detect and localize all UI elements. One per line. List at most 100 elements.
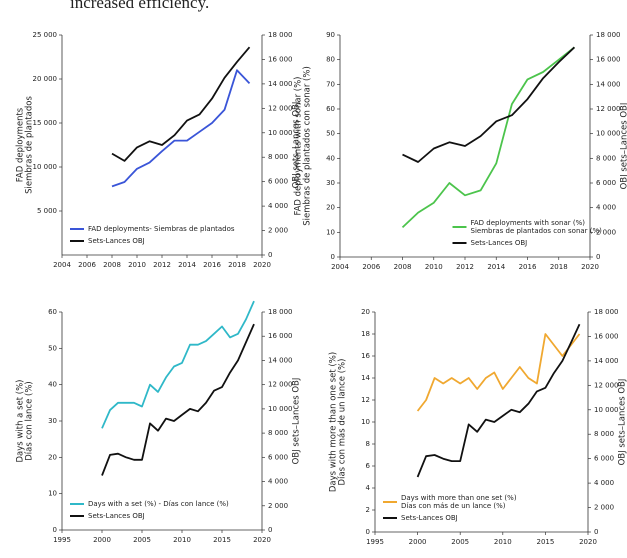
legend-label: Sets-Lances OBJ [401,514,458,522]
y-axis-title: FAD deploymentsSiembras de plantados [15,96,34,194]
y-tick-label: 10 [326,228,335,236]
x-tick-label: 2012 [456,263,474,271]
legend-label: Sets-Lances OBJ [88,237,145,245]
y2-tick-label: 10 000 [268,405,293,413]
x-tick-label: 2020 [581,263,599,271]
legend-label: FAD deployments- Siembras de plantados [88,225,235,233]
series-line [402,46,576,163]
y-tick-label: 70 [326,80,335,88]
y-tick-label: 40 [48,381,57,389]
y2-tick-label: 0 [268,251,272,259]
y2-tick-label: 4 000 [268,202,288,210]
y-tick-label: 6 [366,462,371,470]
x-tick-label: 2018 [228,261,246,269]
x-tick-label: 2016 [519,263,537,271]
y2-axis-title: OBJ sets–Lances OBJ [620,103,627,190]
y-tick-label: 18 [361,330,370,338]
y2-tick-label: 2 000 [268,502,288,510]
header-text: increased efficiency. [70,0,209,12]
y2-axis-title: OBJ sets–Lances OBJ [292,378,302,465]
y2-tick-label: 8 000 [268,153,288,161]
x-tick-label: 2020 [253,536,271,544]
x-tick-label: 2016 [203,261,221,269]
y2-tick-label: 16 000 [596,56,621,64]
x-tick-label: 2010 [173,536,191,544]
y2-tick-label: 18 000 [596,31,621,39]
y2-tick-label: 6 000 [596,179,616,187]
series-line [111,46,251,162]
x-tick-label: 2005 [451,538,469,546]
y2-tick-label: 10 000 [268,129,293,137]
x-tick-label: 1995 [366,538,384,546]
y2-tick-label: 6 000 [268,453,288,461]
y2-tick-label: 12 000 [594,381,619,389]
y-tick-label: 25 000 [33,31,58,39]
y-tick-label: 50 [48,344,57,352]
x-tick-label: 2012 [153,261,171,269]
y2-axis-title: OBJ sets–Lances OBJ [618,379,627,466]
y2-tick-label: 18 000 [594,308,619,316]
x-tick-label: 2020 [579,538,597,546]
y-tick-label: 10 [361,418,370,426]
y2-tick-label: 14 000 [268,356,293,364]
y2-tick-label: 16 000 [594,332,619,340]
y2-tick-label: 14 000 [268,80,293,88]
y2-tick-label: 12 000 [268,104,293,112]
x-tick-label: 2014 [178,261,196,269]
y-tick-label: 12 [361,396,370,404]
x-tick-label: 2000 [93,536,111,544]
y2-tick-label: 8 000 [268,429,288,437]
y-tick-label: 4 [366,484,371,492]
y2-tick-label: 2 000 [596,228,616,236]
y2-tick-label: 4 000 [594,479,614,487]
y2-tick-label: 8 000 [596,154,616,162]
x-tick-label: 2008 [103,261,121,269]
x-tick-label: 2015 [213,536,231,544]
x-tick-label: 2004 [331,263,349,271]
x-tick-label: 2006 [78,261,96,269]
y2-tick-label: 10 000 [596,130,621,138]
y-tick-label: 15 000 [33,119,58,127]
x-tick-label: 2015 [536,538,554,546]
y2-tick-label: 4 000 [268,478,288,486]
y2-tick-label: 0 [268,526,272,534]
y-tick-label: 90 [326,31,335,39]
y2-tick-label: 4 000 [596,204,616,212]
y-tick-label: 40 [326,154,335,162]
y-tick-label: 8 [366,440,370,448]
y2-tick-label: 12 000 [268,381,293,389]
y-tick-label: 0 [53,526,57,534]
y-tick-label: 30 [326,179,335,187]
legend-label: Days with more than one set (%) Días con … [401,494,517,510]
x-tick-label: 1995 [53,536,71,544]
legend-label: Sets-Lances OBJ [88,512,145,520]
y2-tick-label: 2 000 [268,227,288,235]
series-line [111,69,251,188]
series-line [416,333,581,412]
y-tick-label: 60 [326,105,335,113]
x-tick-label: 2010 [494,538,512,546]
legend-label: Sets-Lances OBJ [471,239,528,247]
y2-tick-label: 0 [596,253,600,261]
x-tick-label: 2004 [53,261,71,269]
y-tick-label: 10 [48,490,57,498]
series-line [401,46,575,229]
series-line [101,300,255,429]
y2-tick-label: 16 000 [268,55,293,63]
y2-tick-label: 10 000 [594,406,619,414]
y-axis-title: FAD deployments with sonar (%)Siembras d… [293,66,312,226]
y2-tick-label: 14 000 [596,80,621,88]
x-tick-label: 2010 [128,261,146,269]
y2-tick-label: 18 000 [268,308,293,316]
legend-label: FAD deployments with sonar (%) Siembras d… [471,219,603,235]
y2-tick-label: 16 000 [268,332,293,340]
x-tick-label: 2014 [487,263,505,271]
y-tick-label: 50 [326,130,335,138]
y-tick-label: 60 [48,308,57,316]
y-tick-label: 20 [361,308,370,316]
series-line [101,323,255,476]
y2-tick-label: 6 000 [268,178,288,186]
y2-tick-label: 14 000 [594,357,619,365]
